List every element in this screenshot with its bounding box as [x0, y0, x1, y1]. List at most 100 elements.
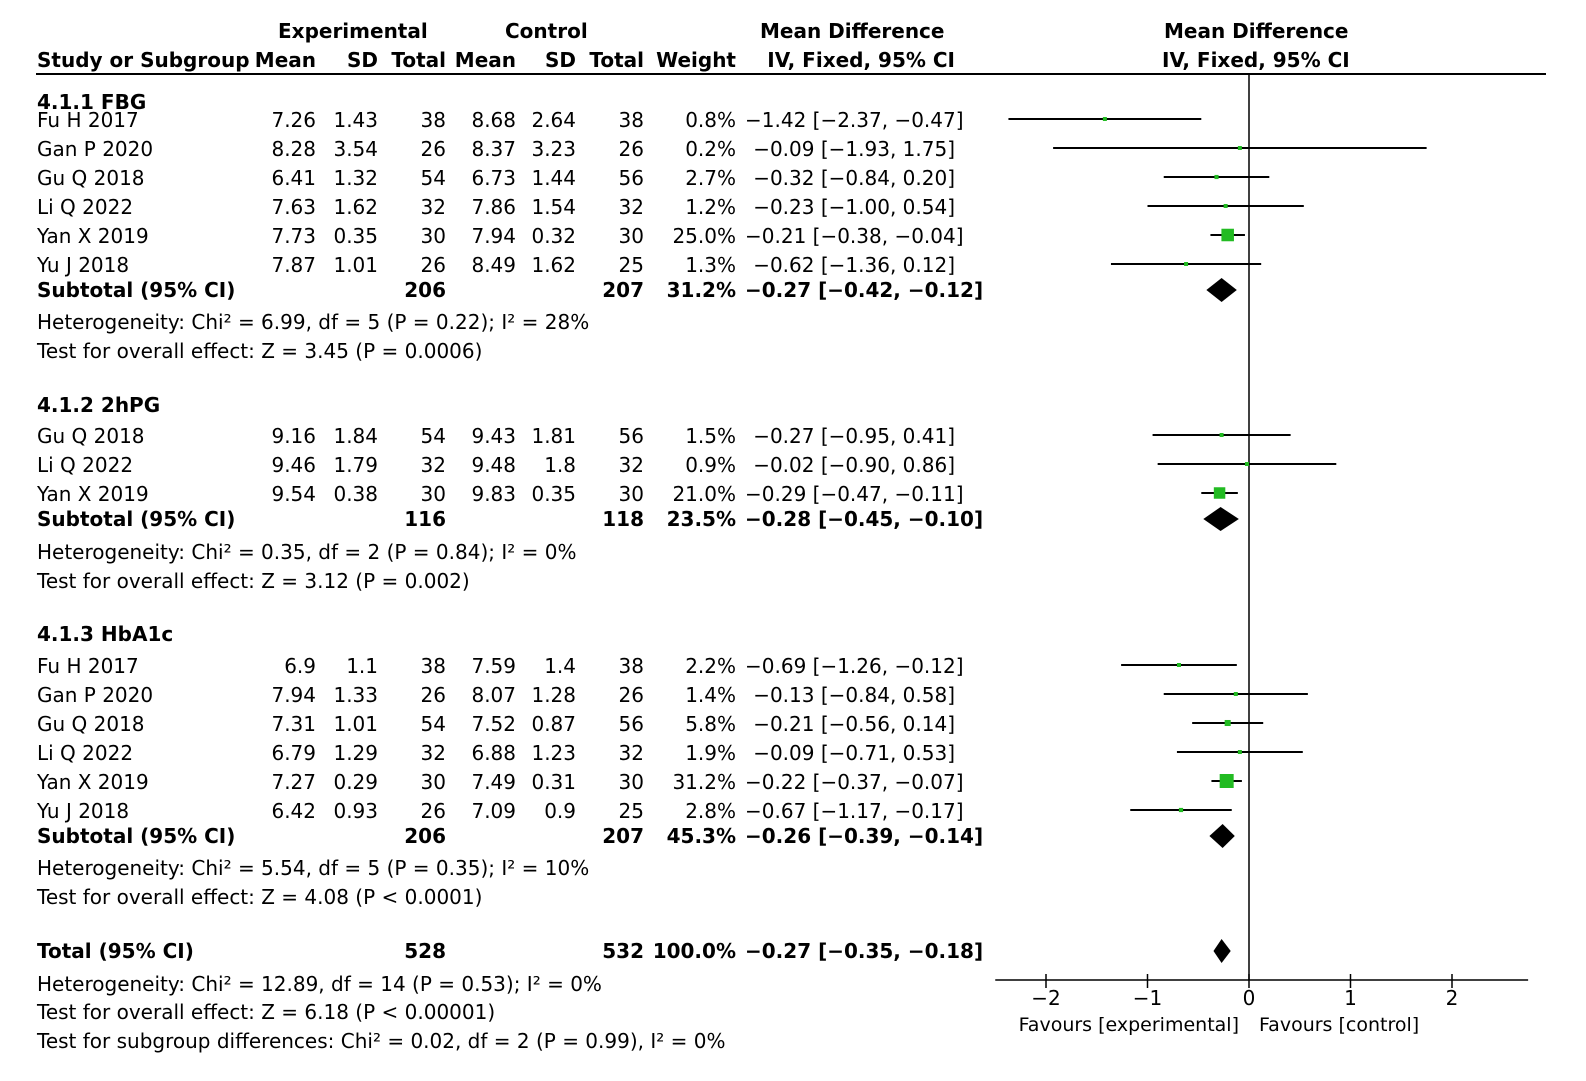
total-overall-effect-text: Test for overall effect: Z = 6.18 (P < 0…	[37, 1000, 496, 1024]
cell-weight: 1.2%	[685, 195, 736, 219]
cell-ctl-sd: 0.32	[531, 224, 576, 248]
cell-ctl-total: 38	[618, 654, 644, 678]
subtotal-ci-text: −0.27 [−0.42, −0.12]	[745, 278, 984, 302]
cell-ctl-mean: 7.52	[471, 712, 516, 736]
cell-exp-total: 32	[420, 741, 446, 765]
study-effect-square	[1221, 228, 1234, 242]
cell-ctl-mean: 7.49	[471, 770, 516, 794]
subgroup-title: 4.1.2 2hPG	[37, 393, 161, 417]
study-effect-square	[1223, 204, 1228, 208]
header-exp-total: Total	[391, 48, 446, 72]
subtotal-label: Subtotal (95% CI)	[37, 824, 236, 848]
cell-ctl-total: 56	[618, 424, 644, 448]
header-mean-difference: Mean Difference	[760, 19, 945, 43]
cell-ctl-total: 56	[618, 166, 644, 190]
study-row: Yu J 2018 7.87 1.01 26 8.49 1.62 25 1.3% −0.62 […	[0, 251, 980, 279]
study-row: Fu H 2017 6.9 1.1 38 7.59 1.4 38 2.2% −0.69 [−1.…	[0, 652, 980, 680]
subtotal-exp-total: 206	[404, 278, 446, 302]
cell-weight: 25.0%	[672, 224, 736, 248]
study-effect-square	[1213, 487, 1226, 499]
cell-exp-total: 26	[420, 253, 446, 277]
cell-exp-total: 26	[420, 799, 446, 823]
study-name: Yu J 2018	[37, 253, 130, 277]
cell-exp-mean: 6.41	[271, 166, 316, 190]
study-name: Yu J 2018	[37, 799, 130, 823]
study-name: Gu Q 2018	[37, 424, 145, 448]
cell-exp-total: 54	[420, 166, 446, 190]
cell-exp-sd: 3.54	[333, 137, 378, 161]
cell-ctl-total: 30	[618, 482, 644, 506]
study-effect-square	[1244, 462, 1249, 466]
cell-ctl-mean: 7.94	[471, 224, 516, 248]
x-tick-label: 2	[1446, 986, 1459, 1010]
subtotal-ctl-total: 118	[602, 507, 644, 531]
heterogeneity-text: Heterogeneity: Chi² = 0.35, df = 2 (P = …	[37, 540, 577, 564]
overall-effect-text: Test for overall effect: Z = 4.08 (P < 0…	[37, 885, 483, 909]
header-study: Study or Subgroup	[37, 48, 250, 72]
cell-ctl-total: 32	[618, 453, 644, 477]
cell-exp-mean: 6.9	[284, 654, 316, 678]
total-weight: 100.0%	[652, 939, 736, 963]
subtotal-row: Subtotal (95% CI) 116 118 23.5% −0.28 [−0.45…	[0, 505, 983, 533]
overall-effect-text: Test for overall effect: Z = 3.45 (P = 0…	[37, 339, 483, 363]
study-name: Yan X 2019	[37, 224, 149, 248]
cell-weight: 1.5%	[685, 424, 736, 448]
cell-ctl-sd: 1.54	[531, 195, 576, 219]
subgroup-title: 4.1.3 HbA1c	[37, 622, 174, 646]
study-row: Yan X 2019 9.54 0.38 30 9.83 0.35 30 21.0% −0.29…	[0, 480, 980, 508]
cell-exp-sd: 1.43	[333, 108, 378, 132]
overall-effect-text: Test for overall effect: Z = 3.12 (P = 0…	[37, 569, 470, 593]
cell-ctl-sd: 1.28	[531, 683, 576, 707]
cell-ctl-total: 26	[618, 683, 644, 707]
cell-ctl-mean: 9.48	[471, 453, 516, 477]
subtotal-ctl-total: 207	[602, 824, 644, 848]
cell-exp-mean: 7.26	[271, 108, 316, 132]
study-row: Li Q 2022 7.63 1.62 32 7.86 1.54 32 1.2% −0.23 […	[0, 193, 980, 221]
cell-ctl-total: 38	[618, 108, 644, 132]
cell-exp-total: 32	[420, 195, 446, 219]
forest-table: Experimental Control Mean Difference Stu…	[0, 19, 1350, 1053]
cell-exp-sd: 1.79	[333, 453, 378, 477]
study-name: Fu H 2017	[37, 108, 139, 132]
cell-ctl-total: 25	[618, 253, 644, 277]
favours-control-label: Favours [control]	[1259, 1014, 1419, 1036]
cell-exp-total: 26	[420, 137, 446, 161]
subtotal-weight: 31.2%	[666, 278, 736, 302]
subtotal-summary-diamond	[1209, 824, 1235, 848]
cell-weight: 0.8%	[685, 108, 736, 132]
cell-exp-mean: 6.42	[271, 799, 316, 823]
study-row: Gu Q 2018 7.31 1.01 54 7.52 0.87 56 5.8% −0.21 […	[0, 710, 980, 738]
cell-ctl-total: 32	[618, 741, 644, 765]
cell-ctl-sd: 1.62	[531, 253, 576, 277]
subtotal-label: Subtotal (95% CI)	[37, 507, 236, 531]
cell-exp-mean: 9.16	[271, 424, 316, 448]
subtotal-weight: 45.3%	[666, 824, 736, 848]
study-effect-square	[1219, 774, 1234, 788]
x-tick-label: 0	[1243, 986, 1256, 1010]
cell-ctl-mean: 8.07	[471, 683, 516, 707]
study-effect-square	[1233, 692, 1238, 696]
cell-ctl-mean: 7.09	[471, 799, 516, 823]
header-ctl-total: Total	[589, 48, 644, 72]
study-effect-square	[1237, 146, 1242, 150]
cell-exp-sd: 0.38	[333, 482, 378, 506]
cell-exp-mean: 6.79	[271, 741, 316, 765]
cell-exp-total: 26	[420, 683, 446, 707]
x-tick-label: 1	[1344, 986, 1357, 1010]
cell-ci-text: −0.21 [−0.56, 0.14]	[753, 712, 955, 736]
study-effect-square	[1176, 663, 1181, 667]
cell-exp-mean: 8.28	[271, 137, 316, 161]
study-row: Gu Q 2018 6.41 1.32 54 6.73 1.44 56 2.7% −0.32 […	[0, 164, 980, 192]
cell-ci-text: −0.62 [−1.36, 0.12]	[753, 253, 955, 277]
cell-ctl-mean: 9.43	[471, 424, 516, 448]
subtotal-weight: 23.5%	[666, 507, 736, 531]
study-row: Li Q 2022 9.46 1.79 32 9.48 1.8 32 0.9% −0.02 [−…	[0, 451, 980, 479]
cell-ctl-sd: 1.23	[531, 741, 576, 765]
cell-ctl-sd: 0.31	[531, 770, 576, 794]
subtotal-label: Subtotal (95% CI)	[37, 278, 236, 302]
header-control: Control	[505, 19, 588, 43]
cell-exp-mean: 7.94	[271, 683, 316, 707]
study-row: Yan X 2019 7.73 0.35 30 7.94 0.32 30 25.0% −0.21…	[0, 222, 980, 250]
total-row: Total (95% CI) 528 532 100.0% −0.27 [−0.35, …	[0, 937, 983, 965]
study-row: Gu Q 2018 9.16 1.84 54 9.43 1.81 56 1.5% −0.27 […	[0, 422, 980, 450]
